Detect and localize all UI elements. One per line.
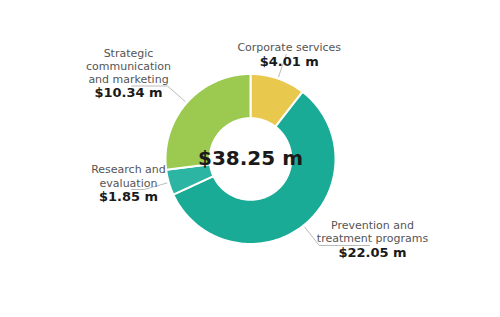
svg-text:Strategiccommunicationand mark: Strategiccommunicationand marketing	[86, 47, 171, 86]
svg-text:Corporate services: Corporate services	[237, 41, 341, 54]
svg-text:$38.25 m: $38.25 m	[198, 146, 303, 170]
svg-text:$1.85 m: $1.85 m	[99, 189, 158, 204]
svg-text:$4.01 m: $4.01 m	[260, 54, 319, 69]
svg-text:Prevention andtreatment progra: Prevention andtreatment programs	[317, 219, 429, 245]
svg-text:$10.34 m: $10.34 m	[94, 85, 162, 100]
svg-text:Research andevaluation: Research andevaluation	[91, 163, 166, 189]
svg-text:$22.05 m: $22.05 m	[338, 245, 406, 260]
